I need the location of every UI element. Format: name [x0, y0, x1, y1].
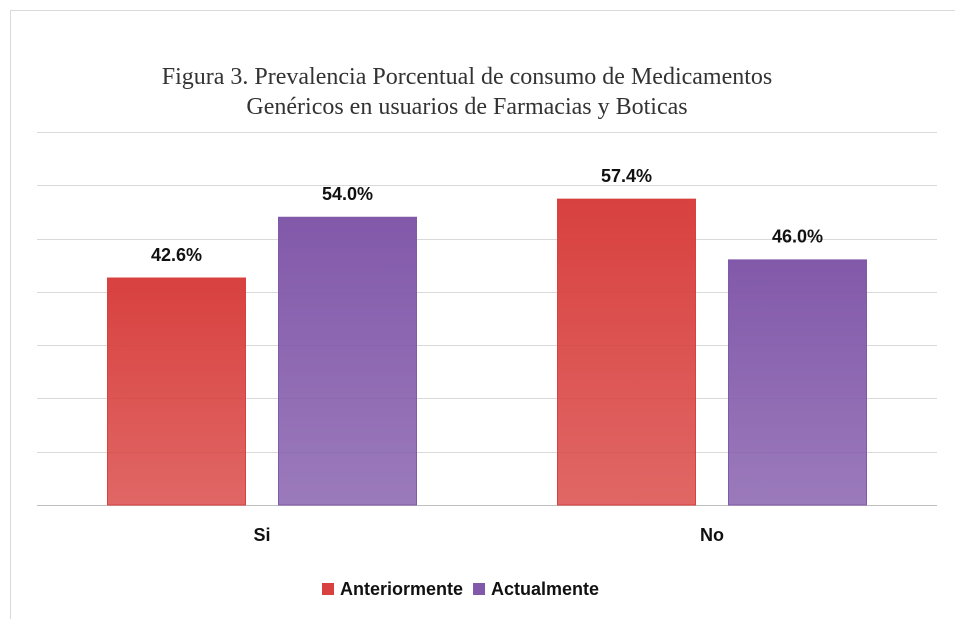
data-label: 42.6% [151, 245, 202, 265]
data-label: 57.4% [601, 166, 652, 186]
chart-title: Figura 3. Prevalencia Porcentual de cons… [161, 64, 773, 120]
bar [107, 277, 246, 506]
x-tick-label: No [700, 525, 724, 545]
x-tick-label: Si [253, 525, 270, 545]
bar [278, 216, 417, 506]
legend-swatch [322, 583, 334, 595]
legend-label: Actualmente [491, 579, 599, 599]
bar [728, 259, 867, 506]
legend-swatch [473, 583, 486, 595]
data-label: 54.0% [322, 184, 373, 204]
data-label: 46.0% [772, 227, 823, 247]
bar [557, 198, 696, 506]
legend-label: Anteriormente [340, 579, 463, 599]
